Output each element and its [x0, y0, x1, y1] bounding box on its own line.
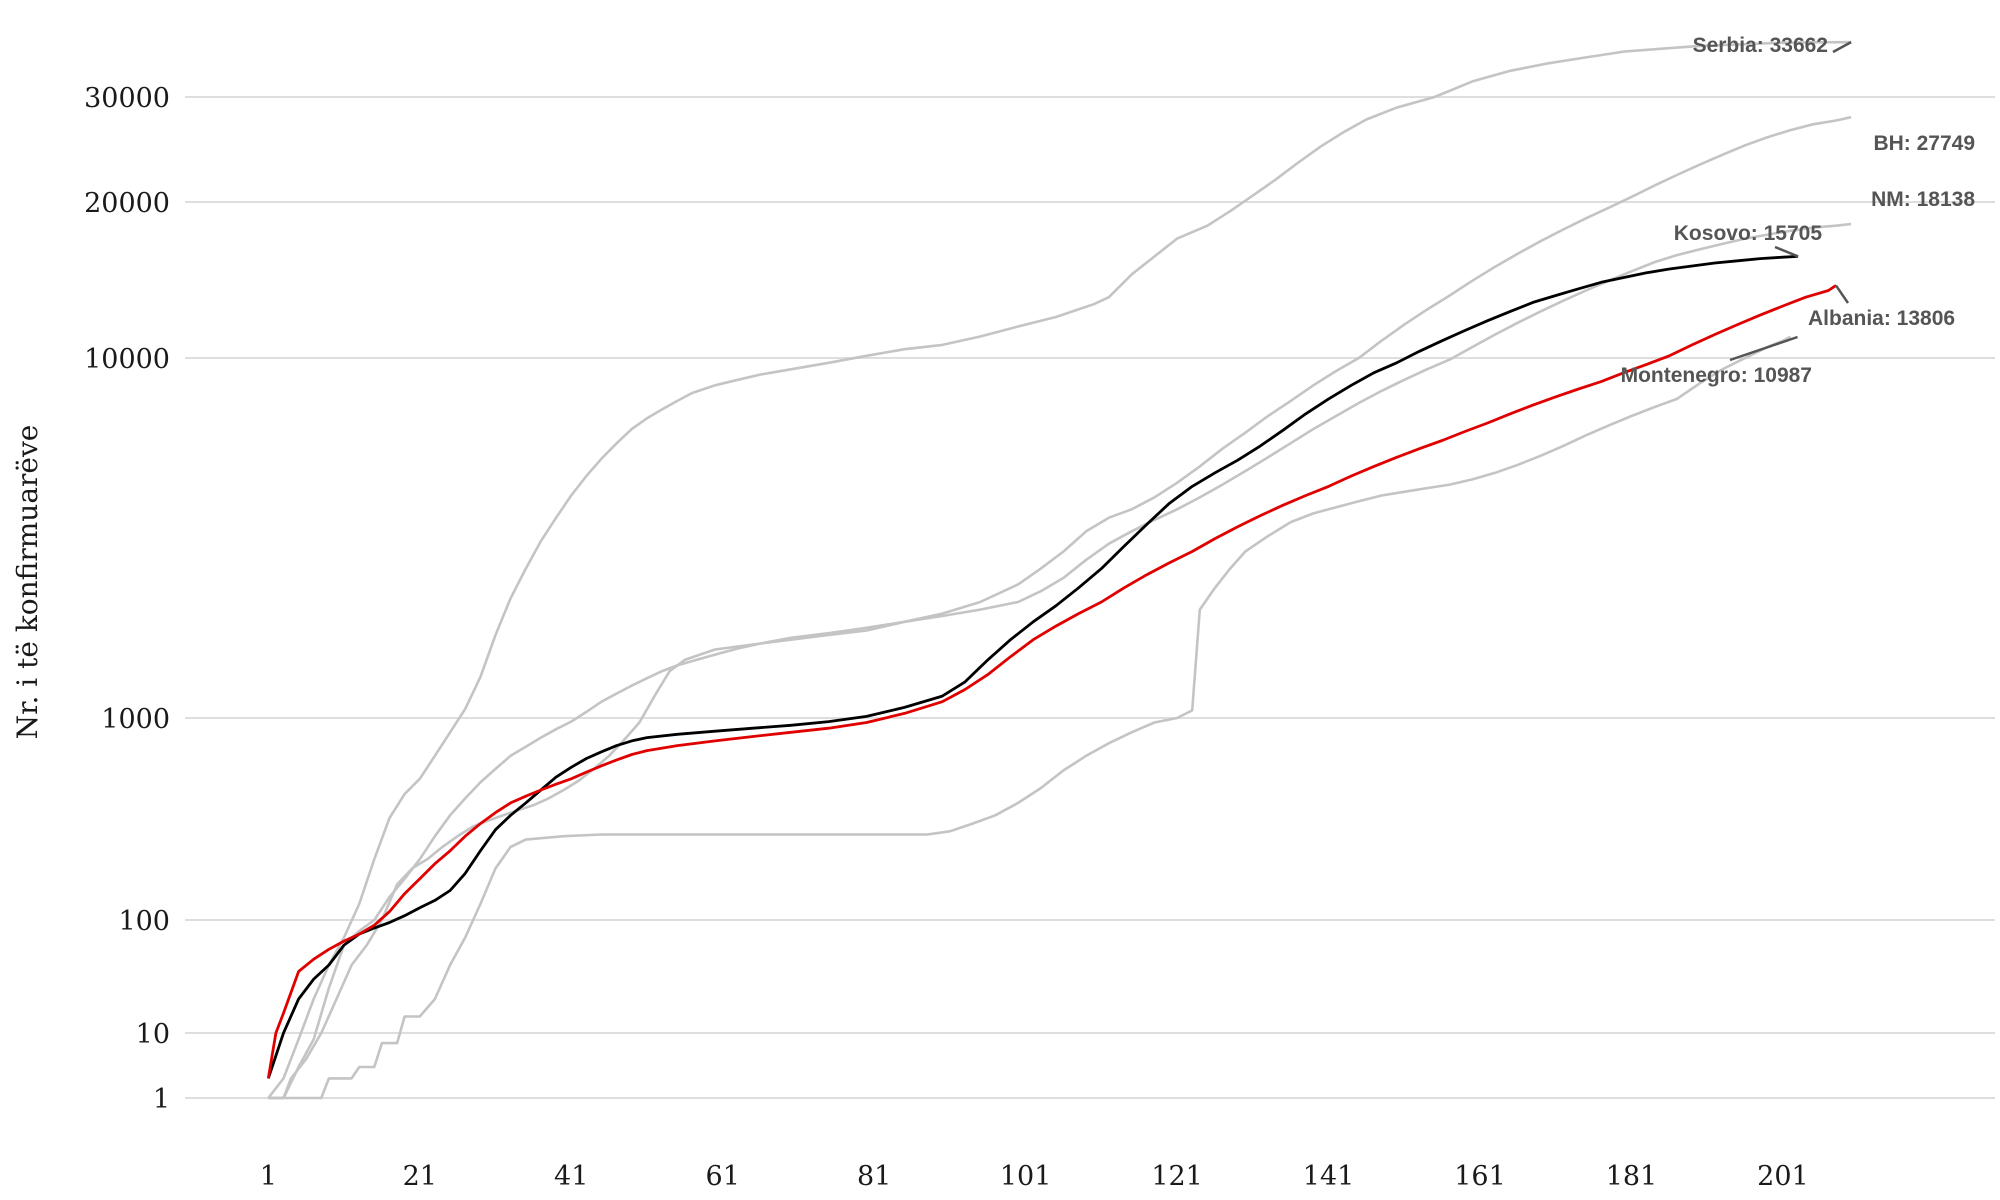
x-tick-label-201: 201 [1757, 1161, 1809, 1192]
x-tick-label-21: 21 [403, 1161, 437, 1192]
x-tick-label-61: 61 [706, 1161, 740, 1192]
x-tick-label-161: 161 [1454, 1161, 1506, 1192]
y-tick-label-1: 1 [153, 1084, 170, 1115]
y-tick-label-10000: 10000 [84, 344, 170, 375]
series-lines [266, 40, 1852, 1100]
series-line-kosovo [266, 255, 1799, 1079]
series-label-serbia: Serbia: 33662 [1693, 34, 1828, 57]
x-tick-label-121: 121 [1151, 1161, 1203, 1192]
y-tick-label-20000: 20000 [84, 188, 170, 219]
series-labels: Serbia: 33662 BH: 27749 NM: 18138 Kosovo: 1… [1621, 34, 1976, 387]
y-axis-ticks: 1 10 100 1000 10000 20000 30000 [84, 83, 170, 1115]
series-line-serbia [267, 40, 1852, 1099]
leader-line-albania [1834, 284, 1850, 304]
y-tick-label-1000: 1000 [101, 704, 170, 735]
leader-line-serbia [1832, 41, 1852, 54]
y-tick-label-100: 100 [118, 906, 170, 937]
series-label-albania: Albania: 13806 [1808, 307, 1955, 330]
y-axis-title: Nr. i të konfirmuarëve [11, 425, 44, 740]
series-line-bh [268, 115, 1852, 1100]
leader-line-montenegro [1729, 335, 1798, 362]
x-tick-label-41: 41 [554, 1161, 588, 1192]
series-label-nm: NM: 18138 [1871, 188, 1975, 211]
x-tick-label-181: 181 [1606, 1161, 1658, 1192]
series-label-montenegro: Montenegro: 10987 [1621, 364, 1812, 387]
series-line-montenegro [268, 335, 1792, 1100]
gridlines [185, 96, 1995, 1099]
series-line-nm [268, 222, 1852, 1100]
leader-line-kosovo [1774, 245, 1799, 258]
x-tick-label-81: 81 [857, 1161, 891, 1192]
x-tick-label-141: 141 [1303, 1161, 1355, 1192]
series-label-bh: BH: 27749 [1873, 132, 1975, 155]
x-tick-label-101: 101 [1000, 1161, 1052, 1192]
series-line-albania [266, 284, 1837, 1079]
y-tick-label-30000: 30000 [84, 83, 170, 114]
x-tick-label-1: 1 [260, 1161, 277, 1192]
y-tick-label-10: 10 [136, 1019, 170, 1050]
x-axis-ticks: 1 21 41 61 81 101 121 141 161 181 201 [260, 1161, 1809, 1192]
series-label-kosovo: Kosovo: 15705 [1674, 222, 1823, 245]
